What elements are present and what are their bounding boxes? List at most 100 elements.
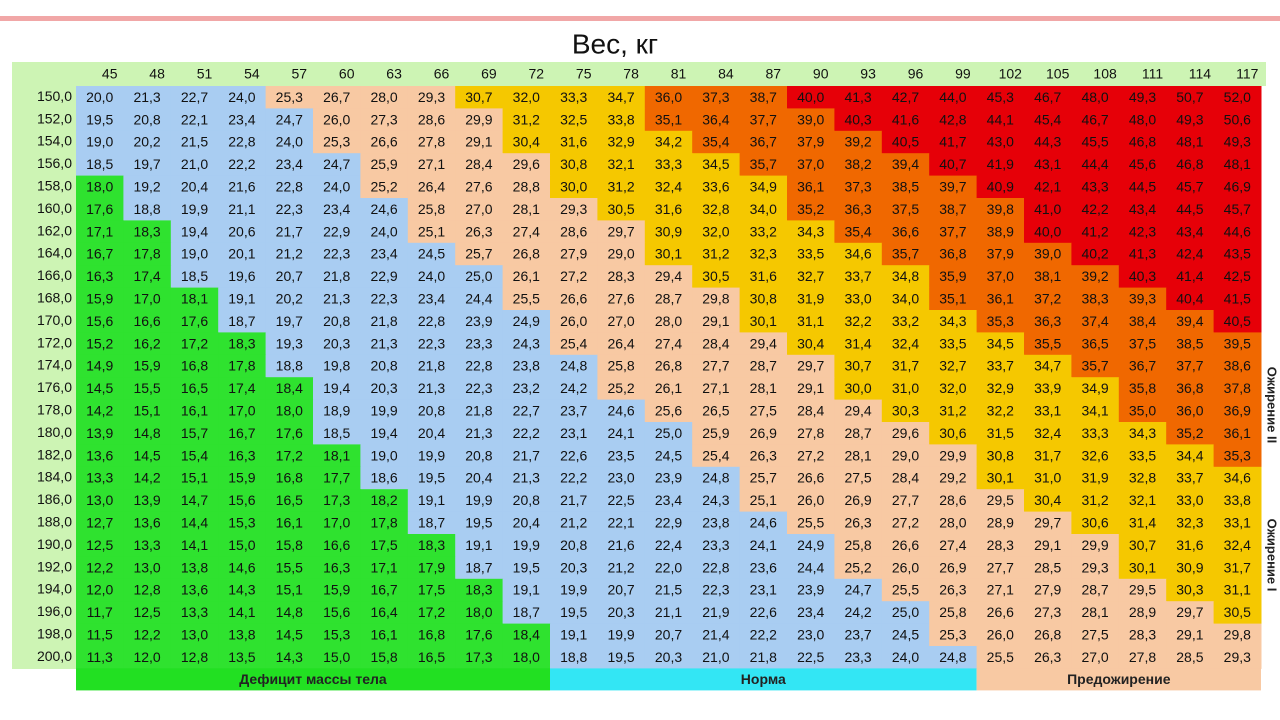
bmi-value: 20,8 [560, 537, 587, 553]
bmi-value: 13,0 [181, 627, 208, 643]
bmi-value: 21,5 [181, 134, 208, 150]
cell-bg [502, 466, 551, 490]
bmi-value: 29,4 [750, 335, 777, 351]
cell-bg [881, 399, 930, 423]
bmi-value: 39,3 [1129, 291, 1156, 307]
bmi-value: 24,1 [607, 425, 634, 441]
bmi-value: 18,7 [513, 604, 540, 620]
bmi-value: 28,6 [418, 111, 445, 127]
cell-bg [265, 578, 314, 602]
bmi-value: 26,1 [655, 380, 682, 396]
bmi-value: 20,7 [276, 268, 303, 284]
cell-bg [123, 354, 172, 378]
bmi-value: 22,3 [465, 380, 492, 396]
cell-bg [502, 130, 551, 154]
cell-bg [787, 534, 835, 557]
cell-bg [1166, 153, 1215, 177]
bmi-value: 40,7 [939, 156, 966, 172]
bmi-value: 22,3 [323, 246, 350, 262]
cell-bg [834, 310, 883, 333]
cell-bg [597, 422, 646, 445]
bmi-value: 43,3 [1081, 179, 1108, 195]
cell-bg [787, 86, 835, 109]
bmi-value: 31,2 [939, 403, 966, 419]
bmi-value: 29,4 [655, 268, 682, 284]
cell-bg [1024, 310, 1072, 333]
height-label: 158,0 [37, 178, 72, 194]
cell-bg [218, 108, 267, 132]
bmi-value: 13,0 [133, 559, 160, 575]
cell-bg [929, 466, 978, 490]
bmi-value: 16,7 [228, 425, 255, 441]
bmi-value: 16,1 [181, 403, 208, 419]
bmi-value: 29,3 [560, 201, 587, 217]
cell-bg [76, 108, 124, 132]
cell-bg [1166, 422, 1215, 445]
cell-bg [976, 646, 1025, 669]
cell-bg [644, 444, 693, 468]
bmi-value: 31,7 [1224, 559, 1251, 575]
bmi-value: 14,8 [276, 604, 303, 620]
cell-bg [881, 377, 930, 401]
bmi-value: 22,9 [370, 268, 397, 284]
cell-bg [834, 466, 883, 490]
cell-bg [739, 511, 788, 535]
bmi-value: 25,0 [892, 604, 919, 620]
bmi-value: 19,9 [513, 537, 540, 553]
cell-bg [76, 399, 124, 423]
cell-bg [644, 422, 693, 445]
bmi-value: 15,5 [276, 559, 303, 575]
bmi-value: 12,2 [86, 559, 113, 575]
cell-bg [739, 489, 788, 513]
cell-bg [1118, 86, 1167, 109]
bmi-value: 12,5 [133, 604, 160, 620]
cell-bg [170, 422, 219, 445]
bmi-value: 19,1 [418, 492, 445, 508]
cell-bg [170, 86, 219, 109]
height-label: 168,0 [37, 290, 72, 306]
bmi-value: 15,3 [228, 515, 255, 531]
bmi-value: 14,5 [86, 380, 113, 396]
cell-bg [976, 242, 1025, 266]
bmi-value: 20,3 [370, 380, 397, 396]
bmi-value: 23,9 [797, 582, 824, 598]
cell-bg [881, 108, 930, 132]
bmi-value: 21,8 [418, 358, 445, 374]
bmi-value: 22,1 [181, 111, 208, 127]
cell-bg [739, 310, 788, 333]
height-label: 166,0 [37, 267, 72, 283]
bmi-value: 21,2 [560, 515, 587, 531]
cell-bg [929, 578, 978, 602]
cell-bg [1166, 86, 1215, 109]
bmi-value: 43,5 [1224, 246, 1251, 262]
cell-bg [76, 265, 124, 289]
cell-bg [360, 444, 409, 468]
cell-bg [1024, 466, 1072, 490]
cell-bg [170, 601, 219, 625]
cell-bg [360, 175, 409, 199]
bmi-value: 37,9 [987, 246, 1014, 262]
cell-bg [407, 86, 456, 109]
bmi-value: 15,9 [228, 470, 255, 486]
cell-bg [218, 534, 267, 557]
bmi-value: 42,5 [1224, 268, 1251, 284]
bmi-value: 21,3 [133, 89, 160, 105]
cell-bg [1071, 242, 1120, 266]
cell-bg [550, 399, 598, 423]
cell-bg [692, 332, 741, 356]
cell-bg [1213, 220, 1262, 244]
bmi-value: 20,8 [323, 313, 350, 329]
cell-bg [692, 623, 741, 647]
cell-bg [550, 265, 598, 289]
cell-bg [1071, 578, 1120, 602]
bmi-value: 15,9 [323, 582, 350, 598]
cell-bg [502, 108, 551, 132]
cell-bg [644, 220, 693, 244]
cell-bg [502, 242, 551, 266]
bmi-value: 45,6 [1129, 156, 1156, 172]
cell-bg [1071, 422, 1120, 445]
cell-bg [502, 399, 551, 423]
cell-bg [597, 220, 646, 244]
cell-bg [1118, 466, 1167, 490]
